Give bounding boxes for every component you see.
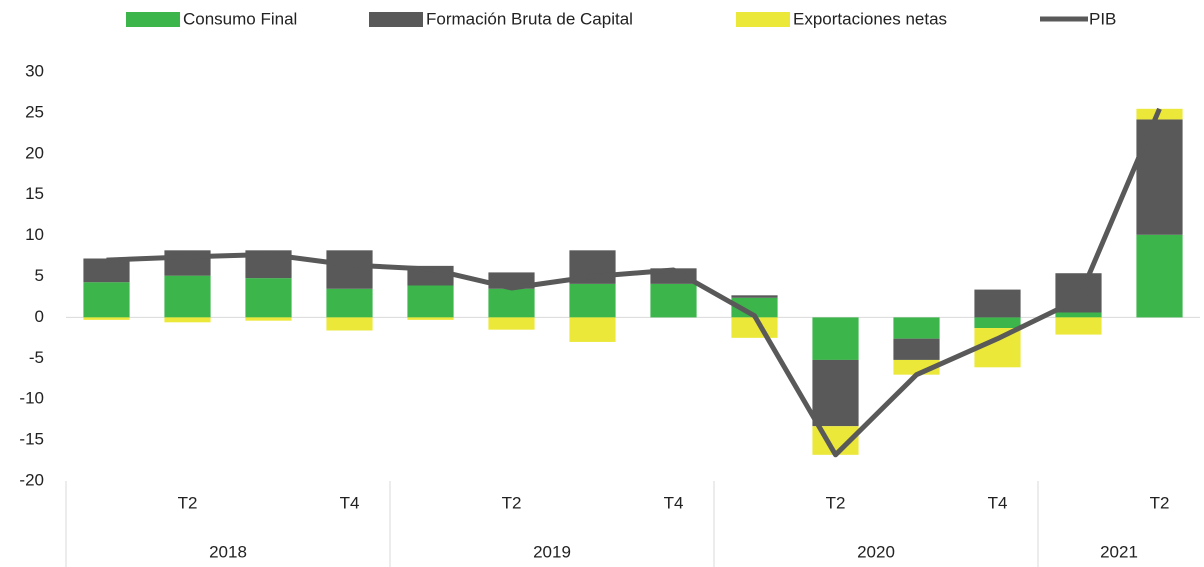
y-tick-label: 10 [25, 225, 44, 244]
bar-segment [1055, 312, 1102, 318]
bar-segment [245, 278, 292, 318]
bar-segment [1136, 119, 1183, 235]
x-tick-label: T2 [502, 493, 522, 512]
bar-segment [83, 258, 130, 283]
y-tick-label: 15 [25, 184, 44, 203]
legend-swatch [126, 12, 180, 27]
bar-segment [488, 288, 535, 318]
legend-label: Consumo Final [183, 9, 297, 28]
bar-segment [893, 317, 940, 339]
bar-segment [407, 285, 454, 318]
bar-segment [83, 317, 130, 320]
y-tick-label: -5 [29, 348, 44, 367]
line-series [106, 107, 1162, 458]
x-group-label: 2019 [533, 542, 571, 561]
bar-segment [245, 317, 292, 321]
bar-segment [650, 283, 697, 318]
y-tick-label: 5 [35, 266, 44, 285]
x-group-label: 2021 [1100, 542, 1138, 561]
legend-label: Formación Bruta de Capital [426, 9, 633, 28]
bar-segment [893, 338, 940, 360]
bar-segment [407, 317, 454, 320]
y-tick-label: 30 [25, 61, 44, 80]
legend-swatch [369, 12, 423, 27]
x-tick-label: T4 [340, 493, 360, 512]
y-tick-label: -20 [19, 470, 44, 489]
x-tick-label: T4 [664, 493, 684, 512]
bar-segment [1136, 234, 1183, 318]
x-group-label: 2018 [209, 542, 247, 561]
bar-segment [974, 317, 1021, 329]
bar-segment [164, 275, 211, 318]
bar-segment [974, 289, 1021, 318]
legend-label: PIB [1089, 9, 1116, 28]
x-tick-label: T4 [988, 493, 1008, 512]
y-tick-label: -15 [19, 430, 44, 449]
bar-segment [569, 317, 616, 342]
y-tick-label: 20 [25, 143, 44, 162]
bar-segment [812, 359, 859, 427]
x-tick-label: T2 [826, 493, 846, 512]
x-tick-label: T2 [1150, 493, 1170, 512]
bar-segment [812, 317, 859, 360]
y-tick-label: 0 [35, 307, 44, 326]
legend-swatch [736, 12, 790, 27]
legend-label: Exportaciones netas [793, 9, 947, 28]
bar-segment [326, 288, 373, 318]
bar-segment [569, 283, 616, 318]
x-tick-label: T2 [178, 493, 198, 512]
bar-segment [83, 282, 130, 318]
bar-segment [1055, 317, 1102, 335]
bar-segment [731, 295, 778, 298]
bar-segment [731, 297, 778, 318]
y-tick-label: 25 [25, 102, 44, 121]
bar-segment [326, 250, 373, 289]
y-tick-label: -10 [19, 389, 44, 408]
bar-segment [488, 317, 535, 330]
x-group-label: 2020 [857, 542, 895, 561]
bar-segment [326, 317, 373, 331]
bar-segment [164, 317, 211, 323]
